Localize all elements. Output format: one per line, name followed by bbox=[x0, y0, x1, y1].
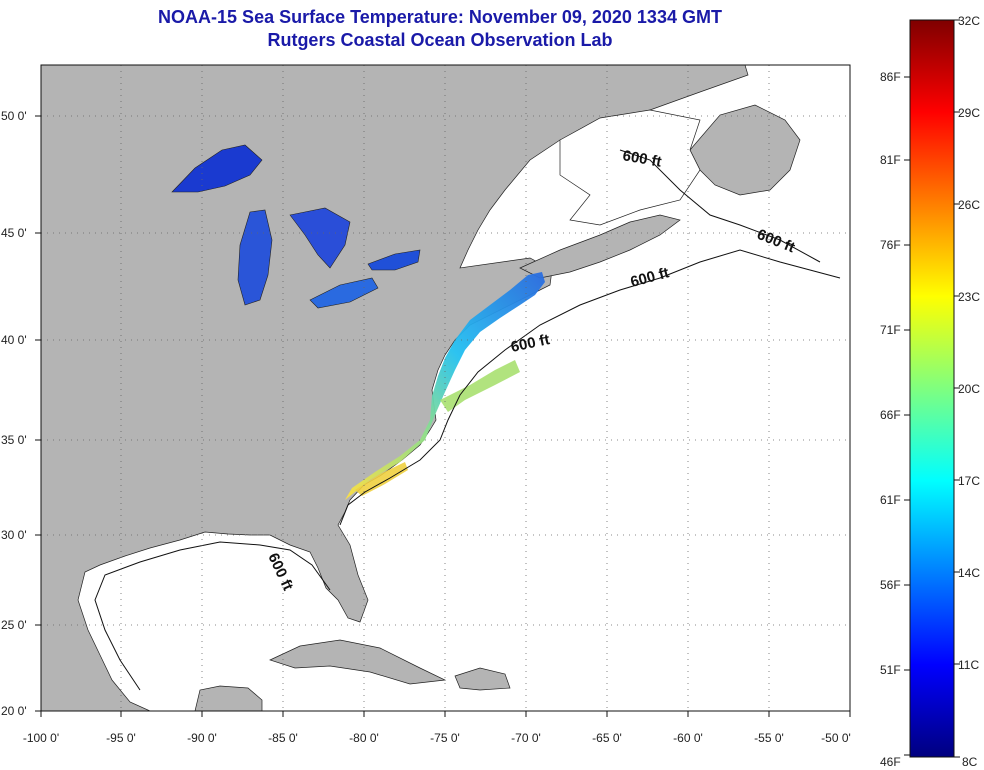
colorbar-fahrenheit-label: 56F bbox=[880, 578, 901, 592]
lat-tick-label: 25 0' bbox=[1, 618, 27, 632]
lat-tick-label: 40 0' bbox=[1, 333, 27, 347]
lat-tick-label: 50 0' bbox=[1, 109, 27, 123]
colorbar-fahrenheit-label: 46F bbox=[880, 755, 901, 769]
colorbar-fahrenheit-label: 76F bbox=[880, 238, 901, 252]
colorbar-celsius-label: 32C bbox=[958, 14, 980, 28]
colorbar-celsius-label: 8C bbox=[962, 755, 978, 769]
colorbar-fahrenheit-label: 81F bbox=[880, 153, 901, 167]
map-subtitle: Rutgers Coastal Ocean Observation Lab bbox=[267, 30, 613, 50]
lat-tick-label: 20 0' bbox=[1, 704, 27, 718]
lake-michigan bbox=[237, 209, 273, 306]
map-title: NOAA-15 Sea Surface Temperature: Novembe… bbox=[158, 7, 722, 27]
lon-tick-label: -85 0' bbox=[268, 731, 298, 745]
lon-tick-label: -50 0' bbox=[821, 731, 851, 745]
colorbar-celsius-label: 17C bbox=[958, 474, 980, 488]
colorbar-fahrenheit-label: 66F bbox=[880, 408, 901, 422]
newfoundland-land bbox=[689, 104, 801, 196]
colorbar-celsius-label: 14C bbox=[958, 566, 980, 580]
contour-label: 600 ft bbox=[621, 147, 663, 171]
lake-superior bbox=[171, 144, 263, 193]
lake-huron bbox=[289, 207, 351, 269]
colorbar-ticks bbox=[904, 19, 960, 758]
colorbar-fahrenheit-label: 86F bbox=[880, 70, 901, 84]
lon-tick-label: -100 0' bbox=[23, 731, 59, 745]
hispaniola-land bbox=[454, 667, 511, 691]
lon-tick-label: -90 0' bbox=[187, 731, 217, 745]
lon-tick-label: -70 0' bbox=[511, 731, 541, 745]
lat-tick-label: 45 0' bbox=[1, 226, 27, 240]
sst-offshore-patch bbox=[440, 360, 520, 412]
lake-ontario bbox=[367, 249, 421, 271]
gulf-st-lawrence bbox=[559, 109, 701, 226]
lon-tick-label: -75 0' bbox=[430, 731, 460, 745]
colorbar bbox=[909, 19, 955, 758]
lon-tick-label: -95 0' bbox=[106, 731, 136, 745]
colorbar-celsius-label: 26C bbox=[958, 198, 980, 212]
north-america-land bbox=[41, 65, 749, 711]
lon-tick-label: -60 0' bbox=[673, 731, 703, 745]
sst-shelf-swath bbox=[345, 272, 545, 500]
lat-tick-label: 35 0' bbox=[1, 433, 27, 447]
gulf-contour-line bbox=[94, 541, 331, 691]
lon-tick-label: -65 0' bbox=[592, 731, 622, 745]
colorbar-fahrenheit-label: 51F bbox=[880, 663, 901, 677]
colorbar-celsius-label: 11C bbox=[958, 658, 979, 672]
maritimes-land bbox=[519, 214, 681, 279]
colorbar-fahrenheit-label: 61F bbox=[880, 493, 901, 507]
colorbar-celsius-label: 29C bbox=[958, 106, 980, 120]
lon-tick-label: -55 0' bbox=[754, 731, 784, 745]
yucatan-land bbox=[194, 685, 263, 711]
sst-warm-patch bbox=[355, 462, 408, 496]
lat-tick-label: 30 0' bbox=[1, 528, 27, 542]
colorbar-celsius-label: 20C bbox=[958, 382, 980, 396]
longitude-axis bbox=[40, 711, 851, 717]
shelf-contour-line bbox=[339, 249, 841, 526]
lake-erie bbox=[309, 277, 379, 309]
lon-tick-label: -80 0' bbox=[349, 731, 379, 745]
colorbar-fahrenheit-label: 71F bbox=[880, 323, 901, 337]
cuba-land bbox=[269, 639, 447, 685]
latitude-axis bbox=[35, 115, 41, 712]
scotian-contour-line bbox=[619, 149, 821, 263]
colorbar-celsius-label: 23C bbox=[958, 290, 980, 304]
